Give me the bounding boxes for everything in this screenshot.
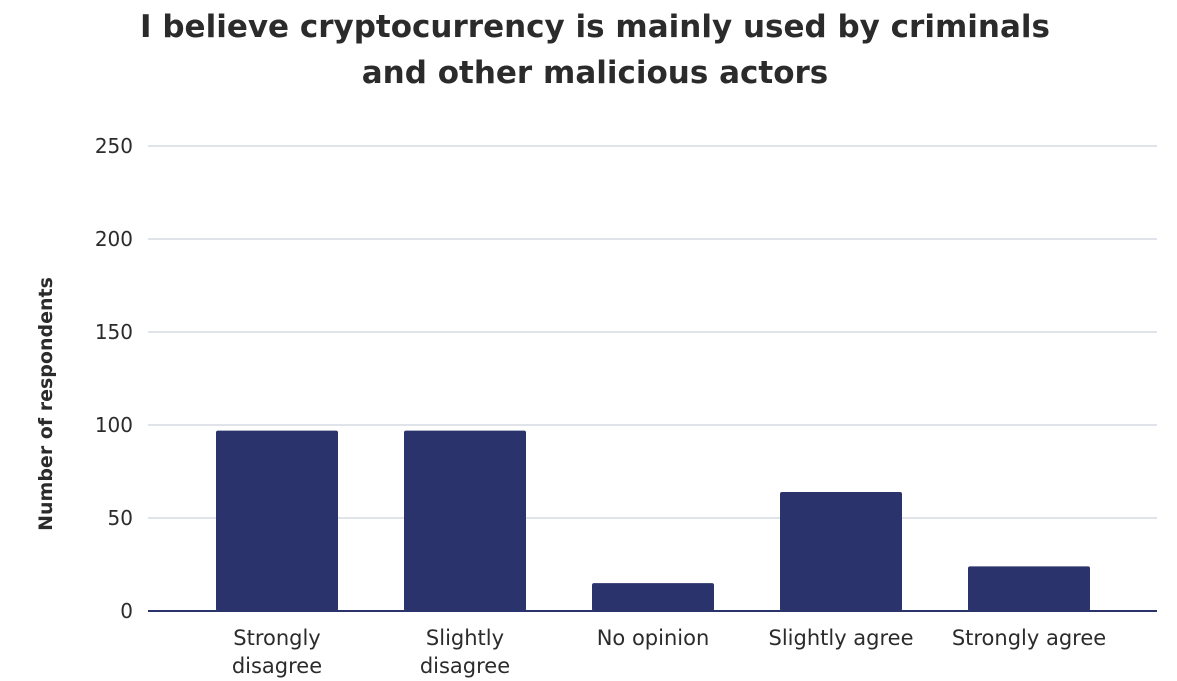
y-tick-label: 0	[120, 599, 133, 623]
bar	[216, 430, 338, 611]
bar	[404, 430, 526, 611]
chart-title: I believe cryptocurrency is mainly used …	[80, 4, 1110, 96]
y-axis-title: Number of respondents	[35, 277, 57, 531]
y-tick-label: 150	[95, 320, 133, 344]
x-category-label: Strongly agree	[952, 626, 1106, 650]
y-tick-label: 50	[108, 506, 133, 530]
x-category-label: Slightly agree	[768, 626, 913, 650]
x-category-label: No opinion	[597, 626, 710, 650]
bars	[216, 430, 1090, 611]
y-tick-label: 200	[95, 227, 133, 251]
bar	[592, 583, 714, 611]
chart-title-line-2: and other malicious actors	[361, 55, 829, 91]
bar	[968, 566, 1090, 611]
x-category-labels: Strongly disagree Slightly disagree No opini…	[232, 626, 1106, 678]
chart-title-line-1: I believe cryptocurrency is mainly used …	[140, 9, 1050, 45]
x-category-label: Strongly	[233, 626, 321, 650]
x-category-label: Slightly	[426, 626, 504, 650]
y-tick-label: 100	[95, 413, 133, 437]
y-tick-label: 250	[95, 134, 133, 158]
x-category-label: disagree	[420, 654, 510, 678]
bar	[780, 491, 902, 611]
y-tick-labels: 0 50 100 150 200 250	[95, 134, 133, 623]
x-category-label: disagree	[232, 654, 322, 678]
